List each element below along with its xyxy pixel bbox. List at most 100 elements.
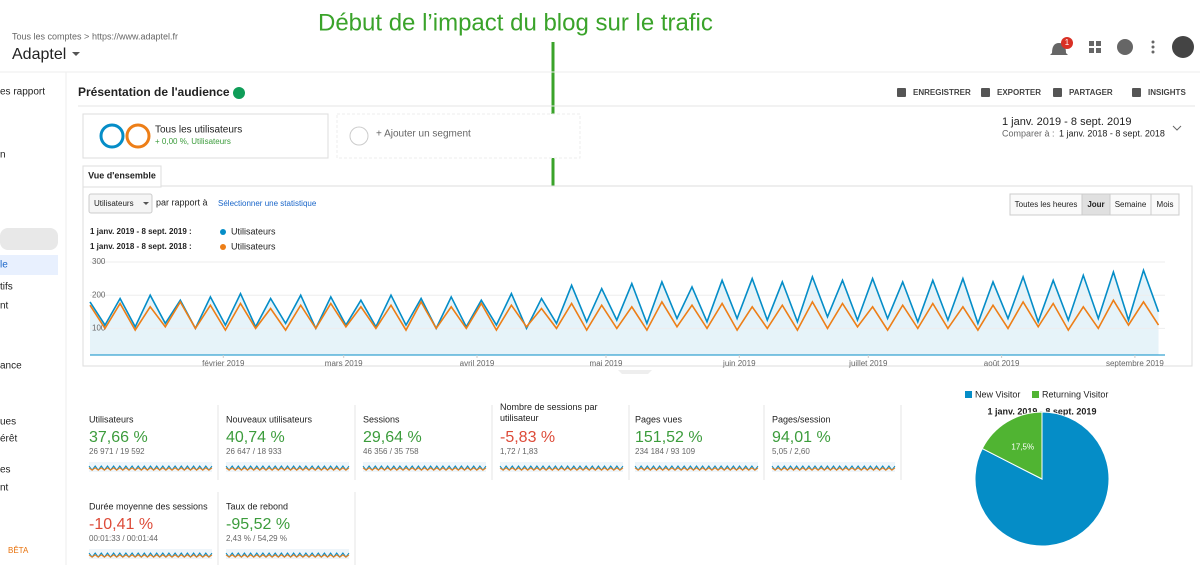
sparkline (225, 549, 350, 559)
sidebar-item[interactable]: ues (0, 417, 16, 428)
sparkline (225, 462, 350, 472)
sparkline (362, 462, 487, 472)
metric-dropdown (143, 202, 149, 205)
x-tick-label: mars 2019 (325, 359, 363, 368)
x-tick-label: juillet 2019 (848, 359, 888, 368)
sparkline (88, 549, 213, 559)
sidebar-item[interactable]: tifs (0, 282, 13, 293)
metric-select[interactable] (88, 193, 153, 214)
metric-detail: 26 647 / 18 933 (226, 447, 282, 456)
sidebar-highlight (0, 228, 58, 250)
sparkline (499, 462, 624, 472)
metric-detail: 26 971 / 19 592 (89, 447, 145, 456)
sparkline-bg (363, 462, 486, 472)
toolbar-action[interactable]: PARTAGER (1069, 88, 1113, 97)
action-icon (981, 88, 990, 97)
account-dropdown[interactable] (72, 52, 80, 56)
sidebar-item[interactable]: ance (0, 361, 22, 372)
legend-label[interactable]: New Visitor (975, 389, 1020, 399)
metric-label: Nouveaux utilisateurs (226, 414, 313, 424)
toolbar-action[interactable]: INSIGHTS (1148, 88, 1186, 97)
sparkline-line (225, 465, 350, 471)
avatar[interactable] (1172, 36, 1194, 58)
tab[interactable] (82, 165, 162, 188)
x-tick-label: mai 2019 (590, 359, 623, 368)
action-icon (1132, 88, 1141, 97)
metric-select-label: Utilisateurs (94, 199, 134, 208)
x-tick-label: août 2019 (984, 359, 1020, 368)
breadcrumb-url[interactable]: https://www.adaptel.fr (92, 31, 178, 41)
pie-label: 82,5% (1082, 542, 1105, 551)
sidebar-item[interactable]: érêt (0, 434, 17, 445)
sidebar-item[interactable]: es rapport (0, 87, 45, 98)
segment-name: Tous les utilisateurs (155, 125, 242, 136)
sparkline-line (771, 467, 896, 471)
verified-icon (233, 87, 245, 99)
segment-card[interactable] (82, 113, 329, 159)
pie-label: 17,5% (1011, 443, 1034, 452)
legend-label: Utilisateurs (231, 226, 276, 236)
date-dropdown[interactable] (1172, 125, 1182, 131)
sparkline-line (499, 467, 624, 471)
sparkline-bg (500, 462, 623, 472)
toolbar-action[interactable]: EXPORTER (997, 88, 1041, 97)
add-segment[interactable] (336, 113, 581, 159)
sidebar-item[interactable]: n (0, 150, 6, 161)
legend-period: 1 janv. 2018 - 8 sept. 2018 : (90, 242, 192, 251)
metric-change: -5,83 % (500, 429, 555, 446)
account-name[interactable]: Adaptel (12, 46, 66, 63)
help-icon[interactable] (1117, 39, 1133, 55)
toolbar-action[interactable]: ENREGISTRER (913, 88, 971, 97)
metric-label: Utilisateurs (89, 414, 134, 424)
chart-panel (82, 185, 1193, 367)
breadcrumb[interactable]: Tous les comptes (12, 31, 82, 41)
add-segment-icon (349, 126, 369, 146)
series-area (90, 270, 1159, 355)
annotation: Début de l’impact du blog sur le trafic (318, 9, 713, 36)
apps-icon[interactable] (1089, 41, 1101, 53)
granularity-button[interactable] (1150, 193, 1180, 216)
metric-change: 37,66 % (89, 429, 148, 446)
legend-label: Utilisateurs (231, 241, 276, 251)
granularity-label: Jour (1087, 200, 1104, 209)
notification-count: 1 (1065, 38, 1070, 47)
sparkline-line (88, 554, 213, 558)
chart-resize-handle[interactable] (618, 370, 652, 374)
metric-change: 151,52 % (635, 429, 703, 446)
metric-label: Sessions (363, 414, 400, 424)
sidebar-item[interactable]: es (0, 465, 11, 476)
action-icon (897, 88, 906, 97)
metric-detail: 234 184 / 93 109 (635, 447, 696, 456)
sidebar-active (0, 255, 58, 275)
sparkline-line (88, 467, 213, 471)
menu-icon[interactable] (1151, 40, 1155, 54)
legend-swatch (965, 391, 972, 398)
select-metric[interactable]: Sélectionner une statistique (218, 199, 317, 208)
metric-label: Pages/session (772, 414, 831, 424)
sparkline-bg (635, 462, 758, 472)
metric-label: Durée moyenne des sessions (89, 501, 208, 511)
y-tick-label: 300 (92, 257, 106, 266)
segment-icon (125, 123, 151, 149)
sparkline-line (225, 552, 350, 558)
sidebar-item[interactable]: le (0, 260, 8, 271)
date-range[interactable]: 1 janv. 2019 - 8 sept. 2019 (1002, 116, 1131, 128)
series-line (89, 267, 1160, 331)
legend-label[interactable]: Returning Visitor (1042, 389, 1108, 399)
metric-change: 40,74 % (226, 429, 285, 446)
pie-slice[interactable] (981, 411, 1043, 480)
metric-change: -10,41 % (89, 516, 153, 533)
legend-period: 1 janv. 2019 - 8 sept. 2019 : (90, 227, 192, 236)
sidebar-item[interactable]: nt (0, 483, 9, 494)
segment-detail: + 0,00 %, Utilisateurs (155, 137, 231, 146)
metric-detail: 2,43 % / 54,29 % (226, 534, 287, 543)
sparkline-line (634, 467, 759, 471)
sparkline-line (88, 465, 213, 471)
tab-label: Vue d'ensemble (88, 170, 156, 180)
notification-badge (1061, 37, 1073, 49)
sidebar-item[interactable]: BÊTA (8, 546, 29, 555)
sidebar-item[interactable]: nt (0, 301, 9, 312)
metric-change: 94,01 % (772, 429, 831, 446)
sparkline-line (362, 467, 487, 471)
y-tick-label: 100 (92, 324, 106, 333)
